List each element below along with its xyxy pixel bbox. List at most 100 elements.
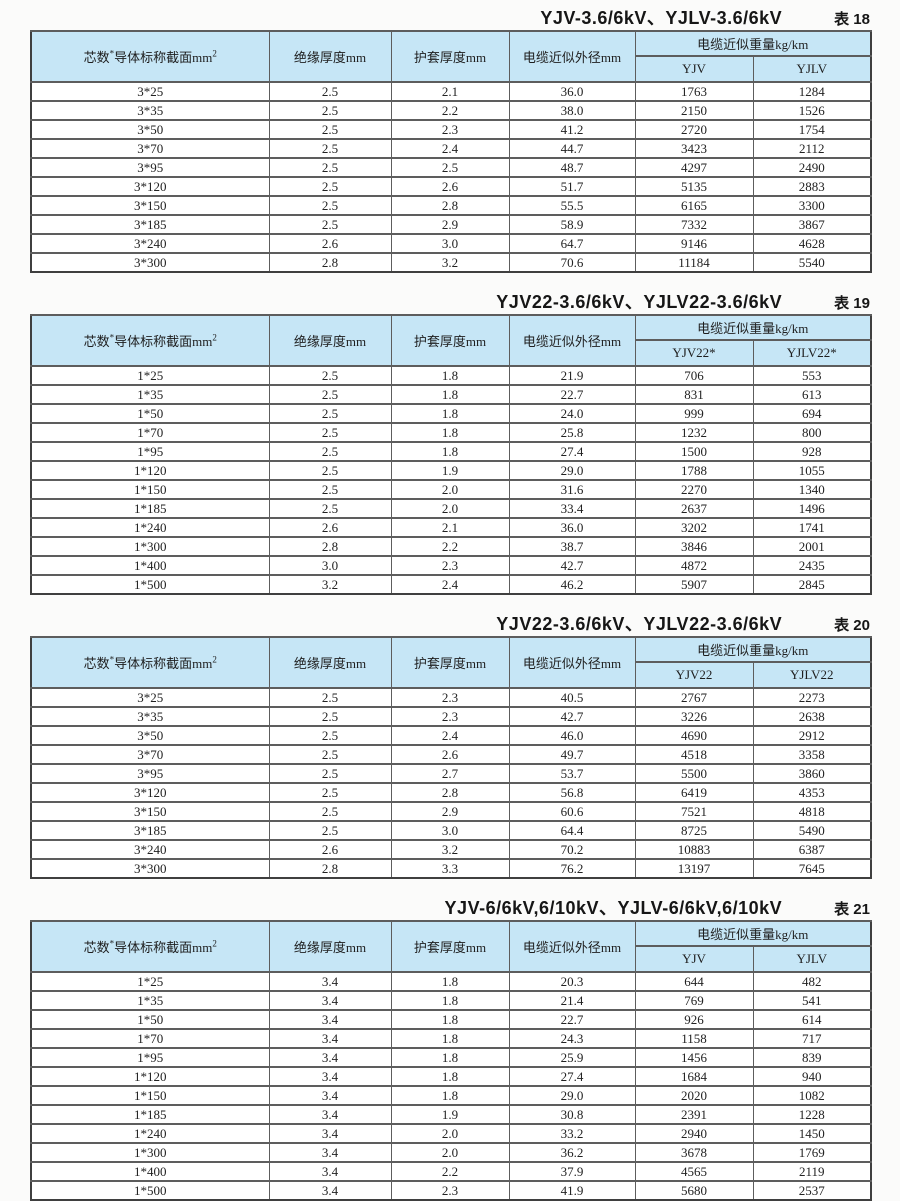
table-cell: 2150 (634, 100, 754, 121)
table-cell: 2.5 (268, 157, 392, 178)
header-sheath-thickness: 护套厚度mm (390, 636, 510, 689)
header-weight-sub1: YJV (634, 945, 754, 973)
table-cell: 40.5 (508, 687, 636, 708)
table-cell: 2112 (752, 138, 872, 159)
table-cell: 3.2 (390, 252, 510, 273)
header-core-pre: 芯数 (83, 50, 110, 65)
header-core-section: 芯数*导体标称截面mm2 (30, 636, 270, 689)
table-cell: 541 (752, 990, 872, 1011)
table-row: 1*70 3.4 1.8 24.3 1158 717 (30, 1028, 872, 1049)
header-weight-sub1: YJV (634, 55, 754, 83)
table-cell: 22.7 (508, 384, 636, 405)
table-cell: 2.3 (390, 119, 510, 140)
table-row: 3*120 2.5 2.8 56.8 6419 4353 (30, 782, 872, 803)
table-cell: 33.2 (508, 1123, 636, 1144)
table-cell: 3.4 (268, 971, 392, 992)
table-cell: 2.6 (268, 233, 392, 254)
table-cell: 41.2 (508, 119, 636, 140)
table-cell: 831 (634, 384, 754, 405)
table-cell: 70.2 (508, 839, 636, 860)
header-core-section: 芯数*导体标称截面mm2 (30, 30, 270, 83)
table-cell: 2767 (634, 687, 754, 708)
table-cell: 2.5 (268, 801, 392, 822)
table-cell: 3.2 (268, 574, 392, 595)
table-cell: 2638 (752, 706, 872, 727)
cable-spec-table-20: 芯数*导体标称截面mm2 绝缘厚度mm 护套厚度mm 电缆近似外径mm 电缆近似… (30, 636, 873, 879)
table-cell: 3300 (752, 195, 872, 216)
table-cell: 2845 (752, 574, 872, 595)
table-row: 3*240 2.6 3.2 70.2 10883 6387 (30, 839, 872, 860)
table-cell: 5135 (634, 176, 754, 197)
table-cell: 1.8 (390, 1066, 510, 1087)
table-cell: 2.5 (268, 744, 392, 765)
table-cell: 3*150 (30, 195, 270, 216)
table-cell: 36.2 (508, 1142, 636, 1163)
table-cell: 5500 (634, 763, 754, 784)
header-weight-sub1: YJV22 (634, 661, 754, 689)
table-row: 1*35 3.4 1.8 21.4 769 541 (30, 990, 872, 1011)
header-sheath-thickness: 护套厚度mm (390, 314, 510, 367)
table-row: 3*150 2.5 2.9 60.6 7521 4818 (30, 801, 872, 822)
table-cell: 940 (752, 1066, 872, 1087)
table-cell: 7645 (752, 858, 872, 879)
table-cell: 1082 (752, 1085, 872, 1106)
table-cell: 1*70 (30, 422, 270, 443)
table-19-number-label: 表 19 (834, 295, 870, 312)
table-cell: 2.6 (390, 176, 510, 197)
header-approx-weight: 电缆近似重量kg/km (634, 920, 872, 947)
table-cell: 2.8 (268, 252, 392, 273)
table-cell: 2.5 (268, 119, 392, 140)
table-cell: 3*50 (30, 119, 270, 140)
table-cell: 1788 (634, 460, 754, 481)
table-row: 3*25 2.5 2.1 36.0 1763 1284 (30, 81, 872, 102)
table-cell: 2.6 (390, 744, 510, 765)
table-cell: 4297 (634, 157, 754, 178)
table-cell: 70.6 (508, 252, 636, 273)
header-core-section: 芯数*导体标称截面mm2 (30, 920, 270, 973)
header-core-sup2: 2 (212, 332, 217, 343)
table-cell: 3*120 (30, 176, 270, 197)
table-cell: 1*95 (30, 1047, 270, 1068)
table-cell: 5907 (634, 574, 754, 595)
table-cell: 3202 (634, 517, 754, 538)
table-row: 3*70 2.5 2.4 44.7 3423 2112 (30, 138, 872, 159)
header-insulation-thickness: 绝缘厚度mm (268, 30, 392, 83)
table-row: 3*185 2.5 3.0 64.4 8725 5490 (30, 820, 872, 841)
table-cell: 4628 (752, 233, 872, 254)
table-cell: 51.7 (508, 176, 636, 197)
table-cell: 1284 (752, 81, 872, 102)
table-cell: 800 (752, 422, 872, 443)
header-sheath-thickness: 护套厚度mm (390, 920, 510, 973)
table-cell: 1.8 (390, 1085, 510, 1106)
table-cell: 2.2 (390, 1161, 510, 1182)
table-cell: 3.4 (268, 1028, 392, 1049)
table-cell: 3*50 (30, 725, 270, 746)
table-cell: 3.0 (268, 555, 392, 576)
header-core-sup: * (109, 654, 115, 665)
table-cell: 2.5 (268, 706, 392, 727)
table-cell: 3*300 (30, 252, 270, 273)
table-cell: 1232 (634, 422, 754, 443)
table-cell: 3.0 (390, 233, 510, 254)
table-cell: 2.5 (268, 195, 392, 216)
table-18-number-label: 表 18 (834, 11, 870, 28)
table-cell: 2.4 (390, 574, 510, 595)
table-row: 3*185 2.5 2.9 58.9 7332 3867 (30, 214, 872, 235)
table-cell: 1*150 (30, 1085, 270, 1106)
table-cell: 1.8 (390, 1047, 510, 1068)
table-cell: 2.5 (268, 479, 392, 500)
table-cell: 1*120 (30, 1066, 270, 1087)
table-row: 1*500 3.4 2.3 41.9 5680 2537 (30, 1180, 872, 1201)
table-row: 3*120 2.5 2.6 51.7 5135 2883 (30, 176, 872, 197)
table-cell: 1340 (752, 479, 872, 500)
table-row: 3*50 2.5 2.3 41.2 2720 1754 (30, 119, 872, 140)
table-cell: 2.5 (268, 81, 392, 102)
table-cell: 1684 (634, 1066, 754, 1087)
table-row: 3*240 2.6 3.0 64.7 9146 4628 (30, 233, 872, 254)
header-weight-sub2: YJLV22 (752, 661, 872, 689)
table-cell: 3*25 (30, 687, 270, 708)
table-cell: 4565 (634, 1161, 754, 1182)
table-cell: 2912 (752, 725, 872, 746)
table-cell: 2.5 (268, 176, 392, 197)
table-20-title-row: YJV22-3.6/6kV、YJLV22-3.6/6kV 表 20 (30, 610, 870, 634)
